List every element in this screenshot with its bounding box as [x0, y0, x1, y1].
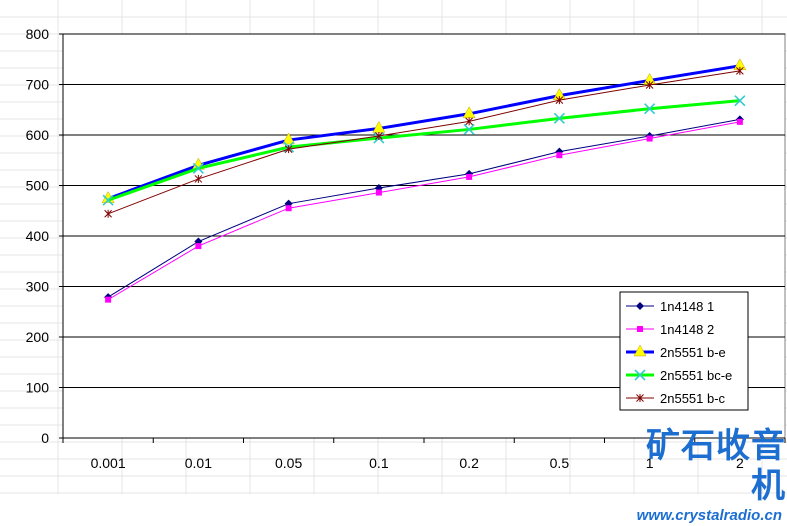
data-point	[644, 103, 656, 115]
data-point	[282, 132, 296, 145]
data-point	[375, 132, 383, 141]
data-point	[463, 123, 475, 136]
x-tick-label: 2	[736, 455, 744, 471]
data-point	[736, 66, 744, 75]
x-tick-label: 1	[646, 455, 654, 471]
data-point	[734, 95, 746, 107]
y-tick-label: 400	[26, 228, 50, 244]
y-gridlines	[63, 33, 785, 388]
data-point	[105, 296, 112, 303]
y-tick-label: 100	[26, 380, 50, 396]
y-tick-label: 600	[26, 127, 50, 143]
watermark-url: www.crystalradio.cn	[636, 507, 782, 524]
data-point	[646, 135, 653, 142]
series-line	[107, 121, 740, 301]
watermark: 矿石收音机 www.crystalradio.cn	[616, 426, 786, 524]
x-tick-label: 0.001	[91, 455, 126, 471]
legend: 1n4148 1 1n4148 2 2n5551 b-e 2n5551 bc-e 2n5…	[619, 291, 749, 411]
data-point	[285, 205, 292, 212]
legend-item: 1n4148 1	[626, 299, 714, 314]
legend-label: 2n5551 b-c	[660, 391, 726, 406]
x-tick-label: 0.1	[369, 455, 389, 471]
y-axis: 0 100 200 300 400 500 600 700 800	[26, 26, 64, 446]
data-point	[636, 394, 644, 402]
legend-label: 2n5551 b-e	[660, 345, 726, 360]
data-point	[556, 152, 563, 159]
series-line	[107, 64, 741, 201]
y-tick-label: 500	[26, 178, 50, 194]
data-point	[634, 369, 646, 381]
x-tick-label: 0.2	[459, 455, 479, 471]
y-tick-label: 300	[26, 279, 50, 295]
data-point	[645, 81, 654, 90]
legend-item: 2n5551 b-c	[626, 391, 726, 406]
y-tick-label: 0	[41, 430, 49, 446]
data-point	[637, 326, 643, 332]
series-line	[107, 118, 740, 298]
data-point	[636, 302, 644, 310]
legend-label: 1n4148 1	[660, 299, 714, 314]
data-point	[194, 174, 203, 183]
data-point	[465, 117, 473, 126]
data-point	[104, 209, 112, 218]
series-line	[107, 70, 740, 215]
y-tick-label: 800	[26, 26, 50, 42]
legend-label: 2n5551 bc-e	[660, 368, 732, 383]
data-point	[555, 96, 564, 105]
legend-label: 1n4148 2	[660, 322, 714, 337]
y-tick-label: 700	[26, 77, 50, 93]
legend-item: 2n5551 b-e	[626, 344, 726, 360]
x-tick-label: 0.5	[550, 455, 570, 471]
x-tick-label: 0.01	[185, 455, 212, 471]
series-line	[107, 99, 741, 202]
data-point	[375, 189, 382, 196]
data-point	[284, 145, 293, 154]
data-point	[736, 118, 743, 125]
data-point	[192, 162, 204, 174]
series-2n5551-bc-e	[102, 95, 746, 206]
series-1n4148-2	[105, 118, 743, 303]
x-tick-label: 0.05	[275, 455, 302, 471]
y-tick-label: 200	[26, 329, 50, 345]
x-axis: 0.001 0.01 0.05 0.1 0.2 0.5 1 2	[62, 437, 786, 471]
data-point	[633, 344, 647, 357]
data-point	[102, 194, 114, 206]
series-2n5551-b-c	[104, 66, 744, 218]
data-point	[553, 112, 565, 124]
data-point	[195, 243, 202, 250]
series-layer	[101, 58, 747, 303]
watermark-title: 矿石收音机	[646, 426, 786, 506]
legend-item: 2n5551 bc-e	[626, 368, 732, 383]
data-point	[466, 173, 473, 180]
legend-item: 1n4148 2	[626, 322, 714, 337]
